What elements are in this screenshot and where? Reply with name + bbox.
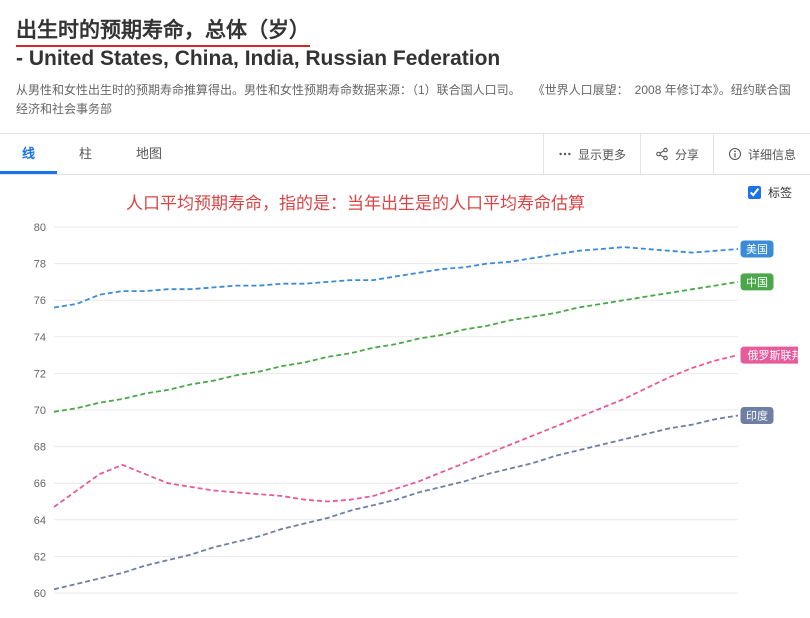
header: 出生时的预期寿命，总体（岁） - United States, China, I… (0, 0, 810, 125)
share-label: 分享 (675, 146, 699, 163)
svg-text:74: 74 (34, 332, 46, 344)
svg-text:78: 78 (34, 259, 46, 271)
share-button[interactable]: 分享 (640, 134, 713, 174)
subtitle: 从男性和女性出生时的预期寿命推算得出。男性和女性预期寿命数据来源：（1）联合国人… (16, 81, 794, 119)
svg-text:76: 76 (34, 296, 46, 308)
page-title: 出生时的预期寿命，总体（岁） - United States, China, I… (16, 14, 794, 71)
tab-line[interactable]: 线 (0, 134, 57, 174)
series-label-美国[interactable]: 美国 (741, 241, 773, 257)
info-icon (728, 147, 742, 161)
details-label: 详细信息 (748, 146, 796, 163)
labels-toggle[interactable]: 标签 (744, 183, 792, 202)
chart-annotation: 人口平均预期寿命，指的是：当年出生是的人口平均寿命估算 (126, 189, 585, 214)
show-more-label: 显示更多 (578, 146, 626, 163)
toolbar: 线 柱 地图 显示更多 分享 详细信息 (0, 133, 810, 175)
line-chart: 60 62 64 66 68 70 72 74 76 78 80 美国中国俄罗斯联邦印度 (12, 183, 798, 603)
more-icon (558, 147, 572, 161)
title-countries: - United States, China, India, Russian F… (16, 47, 500, 71)
svg-text:俄罗斯联邦: 俄罗斯联邦 (748, 349, 799, 362)
svg-text:64: 64 (34, 515, 46, 527)
title-main: 出生时的预期寿命，总体（岁） (16, 14, 310, 47)
tab-bar[interactable]: 柱 (57, 134, 114, 174)
svg-text:68: 68 (34, 442, 46, 454)
tab-map[interactable]: 地图 (114, 134, 184, 174)
labels-toggle-text: 标签 (768, 184, 792, 201)
svg-text:72: 72 (34, 369, 46, 381)
svg-text:80: 80 (34, 222, 46, 234)
toolbar-actions: 显示更多 分享 详细信息 (543, 134, 810, 174)
series-label-俄罗斯联邦[interactable]: 俄罗斯联邦 (741, 347, 798, 363)
svg-text:60: 60 (34, 588, 46, 600)
share-icon (655, 147, 669, 161)
svg-text:中国: 中国 (746, 276, 768, 289)
series-label-印度[interactable]: 印度 (741, 408, 773, 424)
svg-text:66: 66 (34, 479, 46, 491)
details-button[interactable]: 详细信息 (713, 134, 810, 174)
series-label-中国[interactable]: 中国 (741, 274, 773, 290)
chart-type-tabs: 线 柱 地图 (0, 134, 543, 174)
chart-area: 人口平均预期寿命，指的是：当年出生是的人口平均寿命估算 标签 606264666… (0, 175, 810, 611)
show-more-button[interactable]: 显示更多 (543, 134, 640, 174)
svg-text:62: 62 (34, 552, 46, 564)
svg-text:美国: 美国 (746, 243, 768, 256)
svg-text:印度: 印度 (746, 409, 768, 423)
labels-checkbox[interactable] (748, 186, 761, 199)
svg-text:70: 70 (34, 405, 46, 417)
